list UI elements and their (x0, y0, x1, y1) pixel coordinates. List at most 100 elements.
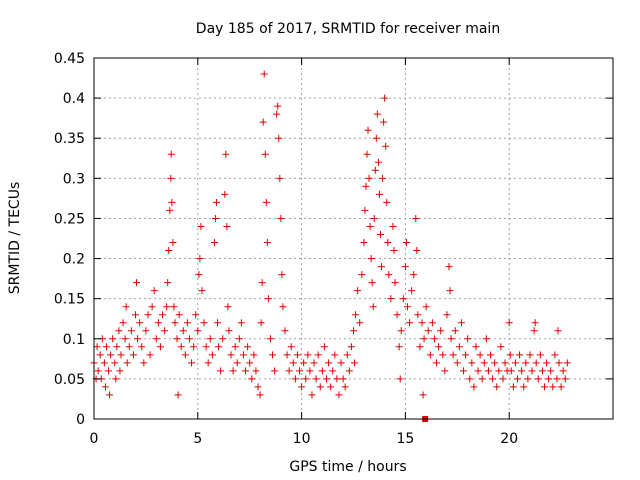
data-point (217, 367, 225, 375)
data-point (125, 343, 133, 351)
data-point (252, 367, 260, 375)
data-point (221, 190, 229, 198)
data-point (414, 311, 422, 319)
axis-ticks (93, 57, 613, 420)
data-point (462, 351, 470, 359)
data-point (263, 239, 271, 247)
data-point (233, 359, 241, 367)
data-point (526, 351, 534, 359)
data-point (185, 335, 193, 343)
data-point (165, 247, 173, 255)
data-point (399, 295, 407, 303)
data-point (396, 375, 404, 383)
data-point (505, 319, 513, 327)
data-point (553, 375, 561, 383)
data-point (111, 359, 119, 367)
data-point (393, 311, 401, 319)
data-point (447, 335, 455, 343)
data-point (329, 367, 337, 375)
data-point (445, 263, 453, 271)
y-tick-label: 0.45 (54, 51, 85, 67)
data-point (518, 367, 526, 375)
y-tick-label: 0.1 (63, 332, 85, 348)
data-points (90, 70, 571, 422)
data-point (412, 214, 420, 222)
data-point (121, 335, 129, 343)
data-point (101, 383, 109, 391)
plot-frame (93, 57, 614, 420)
data-point (302, 375, 310, 383)
data-point (222, 150, 230, 158)
data-point (382, 142, 390, 150)
y-tick-label: 0.4 (63, 91, 85, 107)
data-point (175, 311, 183, 319)
data-point (514, 375, 522, 383)
data-point (279, 303, 287, 311)
data-point (142, 327, 150, 335)
data-point (197, 222, 205, 230)
data-point (516, 351, 524, 359)
data-point (420, 335, 428, 343)
data-point (531, 319, 539, 327)
data-point (169, 239, 177, 247)
data-point (402, 239, 410, 247)
y-tick-label: 0.2 (63, 252, 85, 268)
data-point (397, 327, 405, 335)
data-point (161, 327, 169, 335)
data-point (146, 351, 154, 359)
data-point (333, 375, 341, 383)
data-point (482, 335, 490, 343)
data-point (159, 311, 167, 319)
data-point (113, 343, 121, 351)
data-point (122, 303, 130, 311)
data-point (358, 271, 366, 279)
data-point (549, 383, 557, 391)
data-point (369, 303, 377, 311)
x-axis-label: GPS time / hours (289, 459, 406, 475)
data-point (219, 335, 227, 343)
data-point (372, 134, 380, 142)
data-point (239, 351, 247, 359)
data-point (451, 327, 459, 335)
data-point (493, 383, 501, 391)
data-point (276, 174, 284, 182)
data-point (366, 222, 374, 230)
data-point (468, 359, 476, 367)
data-point (227, 351, 235, 359)
data-point (501, 359, 509, 367)
data-point (460, 367, 468, 375)
data-point (192, 311, 200, 319)
data-point (188, 359, 196, 367)
data-point (264, 295, 272, 303)
data-point (446, 287, 454, 295)
data-point (337, 359, 345, 367)
data-point (237, 319, 245, 327)
y-tick-label: 0.35 (54, 131, 85, 147)
x-tick-label: 20 (500, 431, 518, 447)
data-point (316, 383, 324, 391)
data-point (497, 343, 505, 351)
data-point (534, 375, 542, 383)
data-point (275, 134, 283, 142)
data-point (164, 279, 172, 287)
data-point (261, 150, 269, 158)
data-point (536, 351, 544, 359)
data-point (375, 190, 383, 198)
data-point (331, 351, 339, 359)
y-axis-label: SRMTID / TECUs (7, 182, 23, 295)
data-point (105, 367, 113, 375)
data-point (335, 391, 343, 399)
data-point (509, 383, 517, 391)
data-point (557, 383, 565, 391)
data-point (341, 383, 349, 391)
data-point (325, 359, 333, 367)
data-point (231, 343, 239, 351)
data-point (374, 158, 382, 166)
data-point (520, 383, 528, 391)
data-point (140, 359, 148, 367)
data-point (416, 343, 424, 351)
data-point (168, 198, 176, 206)
data-point (174, 391, 182, 399)
data-point (281, 327, 289, 335)
data-point (96, 351, 104, 359)
